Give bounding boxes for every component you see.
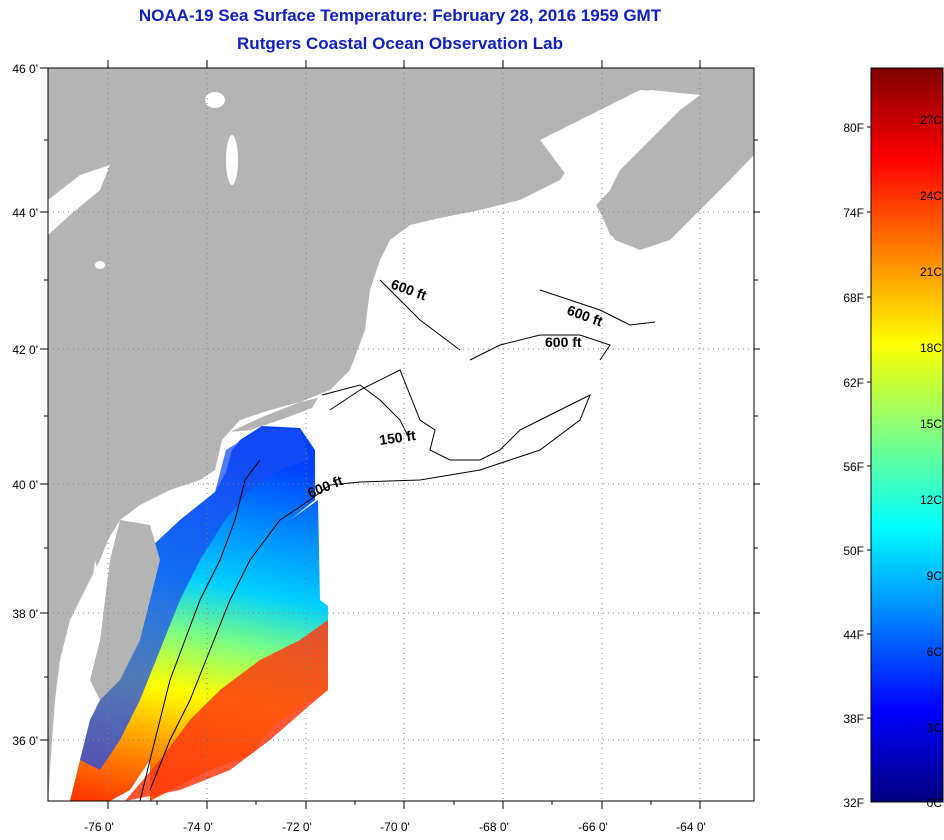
lat-label: 44 0' [12,206,38,220]
land-long-island [230,398,318,432]
contour-label: 600 ft [545,334,582,350]
lon-label: -74 0' [183,820,213,834]
colorbar-c-label: 9C [927,569,943,583]
colorbar-c-label: 15C [920,417,942,431]
sst-warm-core [125,620,328,801]
graticule [48,68,754,801]
lon-label: -68 0' [479,820,509,834]
lat-label: 40 0' [12,478,38,492]
lake [95,261,105,269]
sst-cold-nearshore [80,428,310,770]
colorbar-f-label: 50F [843,544,864,558]
lat-label: 36 0' [12,734,38,748]
colorbar-c-label: 18C [920,341,942,355]
land-nova-scotia [596,105,754,250]
gulf-of-st-lawrence [540,90,700,200]
land-mainland [48,68,754,801]
colorbar-f-label: 74F [843,206,864,220]
colorbar-c-label: 0C [927,796,943,810]
map-title: NOAA-19 Sea Surface Temperature: Februar… [138,6,662,25]
axis-ticks [40,60,760,809]
chesapeake-bay [78,560,105,720]
lat-label: 38 0' [12,607,38,621]
lon-label: -70 0' [380,820,410,834]
lake-ontario [48,165,110,235]
colorbar-c-label: 21C [920,265,942,279]
colorbar-c-label: 12C [920,493,942,507]
lat-label: 46 0' [12,62,38,76]
colorbar-f-label: 44F [843,628,864,642]
colorbar-f-label: 68F [843,291,864,305]
contour-label: 150 ft [378,427,417,448]
colorbar [870,67,944,803]
lake [226,135,238,185]
lon-label: -72 0' [282,820,312,834]
lat-label: 42 0' [12,343,38,357]
colorbar-f-label: 80F [843,121,864,135]
map-frame [47,67,755,802]
lon-label: -64 0' [676,820,706,834]
colorbar-f-label: 38F [843,712,864,726]
lon-label: -76 0' [84,820,114,834]
colorbar-c-label: 27C [920,113,942,127]
map-subtitle: Rutgers Coastal Ocean Observation Lab [237,34,563,53]
colorbar-f-label: 62F [843,376,864,390]
colorbar-f-label: 32F [843,796,864,810]
lon-label: -66 0' [578,820,608,834]
depth-contours [139,279,656,801]
land-delmarva [90,520,160,700]
lake [205,92,225,108]
colorbar-f-label: 56F [843,460,864,474]
colorbar-c-label: 3C [927,721,943,735]
colorbar-c-label: 6C [927,645,943,659]
colorbar-c-label: 24C [920,189,942,203]
